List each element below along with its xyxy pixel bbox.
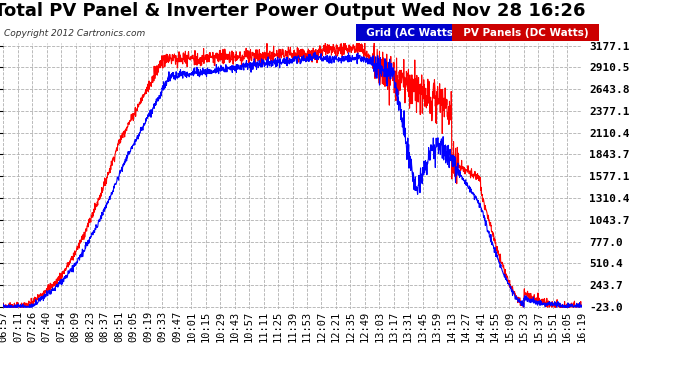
Text: Grid (AC Watts): Grid (AC Watts) [359,28,465,38]
Text: PV Panels (DC Watts): PV Panels (DC Watts) [455,28,595,38]
Text: Total PV Panel & Inverter Power Output Wed Nov 28 16:26: Total PV Panel & Inverter Power Output W… [0,2,586,20]
Text: Copyright 2012 Cartronics.com: Copyright 2012 Cartronics.com [4,29,146,38]
